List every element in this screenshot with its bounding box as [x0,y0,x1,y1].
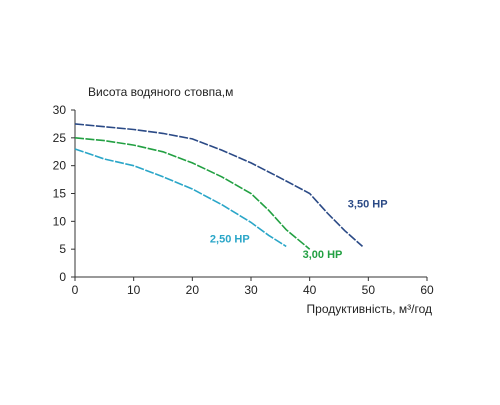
y-tick-label: 0 [59,270,66,284]
y-tick-label: 20 [53,159,67,173]
series-line [75,138,310,249]
x-tick-label: 40 [303,283,317,297]
y-tick-label: 5 [59,242,66,256]
y-tick-label: 10 [53,214,67,228]
x-tick-label: 10 [127,283,141,297]
x-tick-label: 0 [72,283,79,297]
series-1 [75,138,310,249]
y-tick-label: 30 [53,103,67,117]
y-tick-label: 15 [53,187,67,201]
series-label: 3,00 HP [303,249,343,261]
x-tick-label: 20 [186,283,200,297]
x-tick-label: 60 [420,283,434,297]
series-label: 2,50 HP [210,233,250,245]
series-layer [75,124,363,249]
y-tick-label: 25 [53,131,67,145]
x-axis-title: Продуктивність, м³/год [307,302,432,316]
x-tick-label: 50 [362,283,376,297]
series-label: 3,50 HP [348,198,388,210]
x-tick-label: 30 [244,283,258,297]
labels-layer: Висота водяного стовпа,м Продуктивність, … [88,85,432,316]
y-axis-title: Висота водяного стовпа,м [88,85,233,99]
